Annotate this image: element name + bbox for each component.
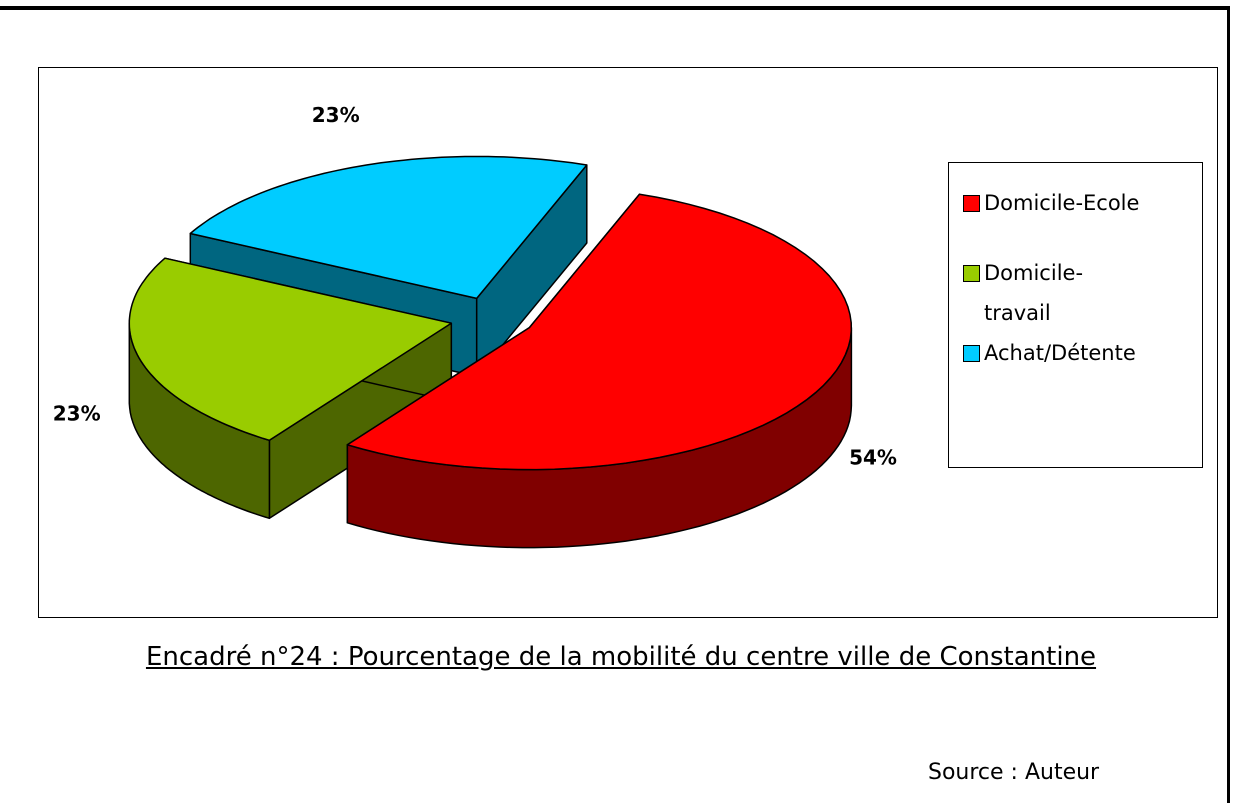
legend: Domicile-Ecole Domicile-travail Achat/Déte… bbox=[948, 162, 1203, 468]
legend-entry: Achat/Détente bbox=[963, 333, 1194, 373]
data-label: 23% bbox=[312, 103, 360, 127]
legend-swatch bbox=[963, 345, 980, 362]
slice bbox=[346, 193, 853, 471]
source: Source : Auteur bbox=[928, 760, 1100, 785]
caption: Encadré n°24 : Pourcentage de la mobilit… bbox=[145, 642, 1097, 672]
slice bbox=[189, 155, 588, 300]
legend-swatch bbox=[963, 195, 980, 212]
slice bbox=[128, 257, 453, 442]
legend-label: Domicile-travail bbox=[984, 261, 1084, 325]
data-label: 23% bbox=[53, 402, 101, 426]
legend-label: Achat/Détente bbox=[984, 341, 1136, 365]
frame bbox=[0, 6, 1230, 803]
legend-entry: Domicile-travail bbox=[963, 253, 1194, 333]
legend-label: Domicile-Ecole bbox=[984, 191, 1140, 215]
chart-box bbox=[38, 67, 1218, 618]
legend-entry: Domicile-Ecole bbox=[963, 183, 1194, 223]
legend-swatch bbox=[963, 265, 980, 282]
data-label: 54% bbox=[849, 445, 897, 469]
